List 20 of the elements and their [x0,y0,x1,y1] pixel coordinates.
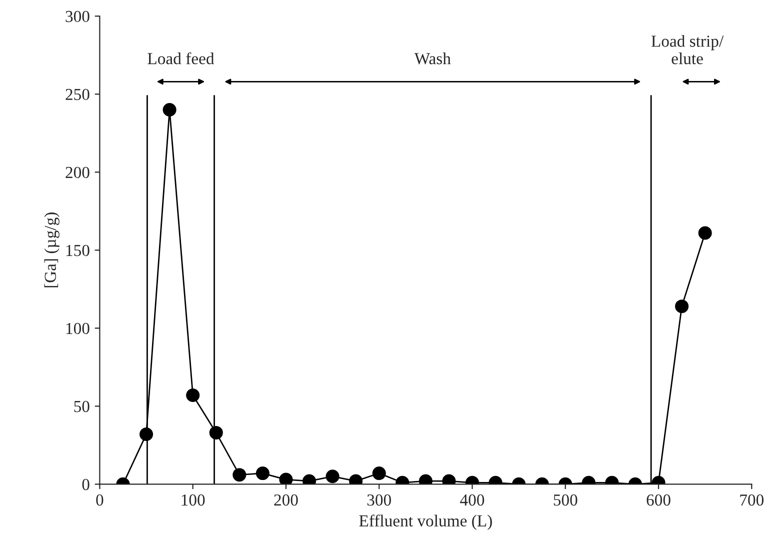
x-tick-label: 400 [460,494,484,506]
x-axis-title: Effluent volume (L) [359,514,492,530]
annotation: Load strip/ elute [651,35,724,64]
y-tick-label: 300 [66,10,90,22]
y-tick-label: 250 [66,88,90,100]
y-tick-label: 100 [66,322,90,334]
x-tick-label: 200 [274,494,298,506]
y-tick-label: 150 [66,244,90,256]
y-axis-title: [Ga] (µg/g) [44,212,60,288]
annotation: Load feed [148,52,214,64]
annotation: Wash [414,52,451,64]
y-tick-label: 0 [82,478,90,490]
x-tick-label: 300 [367,494,391,506]
x-tick-label: 700 [740,494,764,506]
y-tick-label: 200 [66,166,90,178]
y-tick-label: 50 [74,400,90,412]
x-tick-label: 500 [554,494,578,506]
x-tick-label: 600 [646,494,670,506]
x-tick-label: 0 [96,494,104,506]
x-tick-label: 100 [182,494,205,506]
